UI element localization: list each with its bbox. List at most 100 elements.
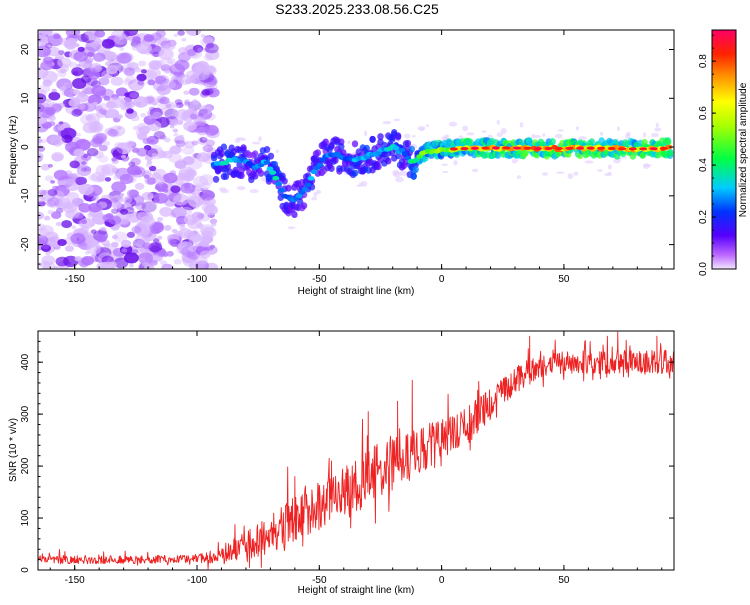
- noise-blob: [47, 163, 54, 168]
- noise-blob: [81, 219, 88, 224]
- noise-speck: [472, 168, 479, 173]
- noise-blob: [47, 197, 60, 207]
- noise-blob: [93, 38, 103, 45]
- noise-blob: [76, 93, 89, 103]
- noise-blob: [126, 108, 134, 114]
- noise-blob: [176, 244, 190, 255]
- noise-blob: [167, 234, 174, 239]
- noise-blob: [40, 163, 51, 171]
- noise-blob: [190, 230, 199, 237]
- trace-core: [310, 169, 318, 174]
- noise-speck: [542, 133, 546, 137]
- noise-blob: [201, 182, 211, 190]
- trace-halo: [404, 139, 412, 147]
- noise-blob: [148, 165, 157, 172]
- noise-blob: [202, 190, 215, 200]
- colorbar: 0.0 0.2 0.4 0.6 0.8 Normalized spectral ampl…: [698, 29, 749, 276]
- noise-blob: [199, 239, 210, 248]
- noise-blob: [183, 90, 190, 95]
- noise-blob: [129, 206, 134, 211]
- noise-blob: [58, 50, 65, 55]
- trace-peak: [639, 147, 648, 151]
- noise-speck: [466, 132, 475, 136]
- noise-blob: [159, 57, 174, 69]
- trace-halo: [236, 161, 243, 169]
- noise-blob: [78, 203, 92, 213]
- noise-blob: [122, 202, 132, 210]
- noise-blob: [195, 185, 203, 192]
- noise-blob: [143, 174, 150, 179]
- trace-core: [278, 188, 285, 193]
- noise-blob: [130, 142, 136, 147]
- noise-blob: [110, 241, 119, 248]
- noise-blob: [140, 113, 147, 118]
- noise-blob: [173, 194, 189, 206]
- noise-blob: [47, 189, 58, 197]
- trace-core: [316, 162, 324, 168]
- trace-halo: [218, 150, 226, 157]
- noise-blob: [173, 33, 179, 37]
- noise-blob: [160, 64, 171, 72]
- snr-x-ticks: -150 -100 -50 0 50: [49, 331, 663, 586]
- noise-blob: [119, 47, 125, 51]
- noise-blob: [90, 229, 97, 234]
- noise-speck: [607, 164, 612, 170]
- trace-core: [269, 170, 277, 175]
- y-tick-label: -10: [20, 188, 31, 203]
- noise-speck: [655, 122, 659, 128]
- noise-blob: [119, 173, 134, 185]
- noise-blob: [120, 104, 129, 111]
- noise-blob: [75, 139, 91, 151]
- noise-speck: [444, 134, 450, 139]
- noise-speck: [533, 134, 542, 139]
- noise-speck: [557, 129, 564, 132]
- noise-speck: [554, 133, 563, 139]
- noise-blob: [73, 89, 80, 95]
- noise-blob: [95, 234, 107, 243]
- noise-blob: [192, 175, 209, 188]
- noise-blob: [48, 91, 61, 101]
- noise-speck: [599, 131, 604, 136]
- noise-blob: [41, 242, 50, 250]
- noise-blob: [76, 165, 92, 177]
- noise-blob: [38, 34, 49, 46]
- noise-blob: [126, 231, 135, 238]
- noise-blob: [38, 235, 49, 246]
- noise-blob: [184, 140, 195, 149]
- noise-speck: [541, 172, 549, 176]
- noise-blob: [69, 160, 80, 169]
- noise-speck: [287, 226, 296, 230]
- noise-blob: [85, 115, 93, 121]
- noise-speck: [578, 136, 587, 141]
- noise-blob: [122, 196, 133, 204]
- noise-blob: [151, 101, 158, 106]
- noise-blob: [200, 34, 206, 38]
- noise-blob: [111, 208, 119, 214]
- noise-blob: [138, 60, 147, 67]
- noise-blob: [142, 261, 149, 267]
- noise-speck: [219, 187, 227, 192]
- trace-halo: [351, 169, 359, 177]
- noise-speck: [347, 140, 351, 145]
- noise-blob: [47, 210, 54, 215]
- trace-halo: [588, 138, 595, 146]
- noise-speck: [496, 132, 503, 137]
- noise-blob: [46, 134, 61, 146]
- noise-blob: [132, 238, 146, 249]
- trace-peak: [544, 146, 553, 151]
- noise-blob: [206, 42, 214, 49]
- noise-blob: [162, 78, 170, 84]
- noise-blob: [180, 223, 185, 228]
- noise-blob: [177, 74, 193, 85]
- spectrogram-x-ticks: -150 -100 -50 0 50: [49, 30, 663, 285]
- noise-blob: [51, 211, 62, 220]
- noise-blob: [51, 88, 57, 93]
- noise-blob: [176, 120, 184, 125]
- noise-blob: [119, 217, 130, 225]
- noise-blob: [174, 160, 187, 169]
- trace-core: [263, 160, 271, 165]
- noise-blob: [210, 222, 217, 227]
- noise-blob: [92, 52, 106, 62]
- x-tick-label: -150: [65, 274, 85, 285]
